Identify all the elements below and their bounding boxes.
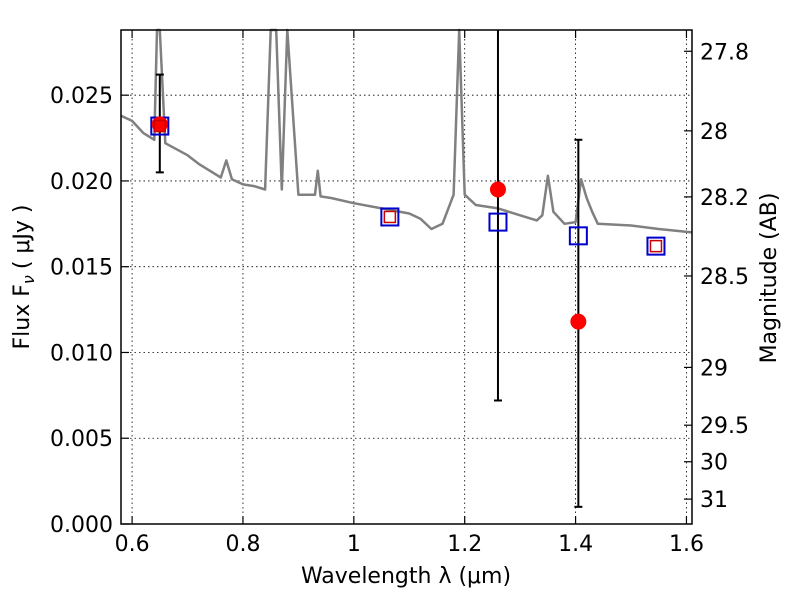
magnitude-tick-label: 28 xyxy=(700,120,728,145)
magnitude-tick-label: 29.5 xyxy=(700,414,749,439)
x-tick-label: 0.8 xyxy=(225,532,260,557)
magnitude-tick-label: 31 xyxy=(700,488,728,513)
x-tick-label: 0.6 xyxy=(115,532,150,557)
blue-square-point xyxy=(646,236,666,256)
y-tick-label: 0.000 xyxy=(50,513,113,538)
blue-square-point xyxy=(380,207,400,227)
y-tick-label: 0.025 xyxy=(50,84,113,109)
red-square-point xyxy=(649,239,663,253)
red-square-point xyxy=(383,210,397,224)
x-tick-label: 1 xyxy=(347,532,361,557)
red-circle-point xyxy=(489,181,506,198)
x-tick-label: 1.2 xyxy=(447,532,482,557)
red-circle-point xyxy=(570,313,587,330)
magnitude-tick-label: 28.5 xyxy=(700,265,749,290)
left-axis-title-units: ( μJy ) xyxy=(10,205,35,270)
model-spectrum-line xyxy=(120,28,693,234)
blue-square-point xyxy=(488,212,508,232)
magnitude-tick-label: 28.2 xyxy=(700,186,749,211)
left-axis-title: Flux Fν ( μJy ) xyxy=(10,205,38,350)
data-markers xyxy=(150,30,666,508)
magnitude-tick-label: 27.8 xyxy=(700,40,749,65)
blue-square-point xyxy=(568,226,588,246)
magnitude-tick-label: 30 xyxy=(700,451,728,476)
axis-ticks: 0.6 0.8 1 1.2 1.4 1.6 0.000 0.005 0.010 0.015 0.02… xyxy=(50,30,749,557)
left-axis-title-sub: ν xyxy=(19,275,38,284)
x-tick-label: 1.4 xyxy=(558,532,593,557)
plot-frame xyxy=(120,29,693,525)
y-tick-label: 0.020 xyxy=(50,170,113,195)
x-tick-label: 1.6 xyxy=(669,532,704,557)
model-spectrum xyxy=(120,28,693,234)
right-axis-title: Magnitude (AB) xyxy=(757,193,782,364)
y-tick-label: 0.015 xyxy=(50,256,113,281)
red-square-point xyxy=(153,119,167,133)
y-tick-label: 0.005 xyxy=(50,427,113,452)
x-axis-title: Wavelength λ (μm) xyxy=(301,564,511,589)
left-axis-title-main: Flux F xyxy=(10,284,35,349)
magnitude-tick-label: 29 xyxy=(700,356,728,381)
y-tick-label: 0.010 xyxy=(50,341,113,366)
